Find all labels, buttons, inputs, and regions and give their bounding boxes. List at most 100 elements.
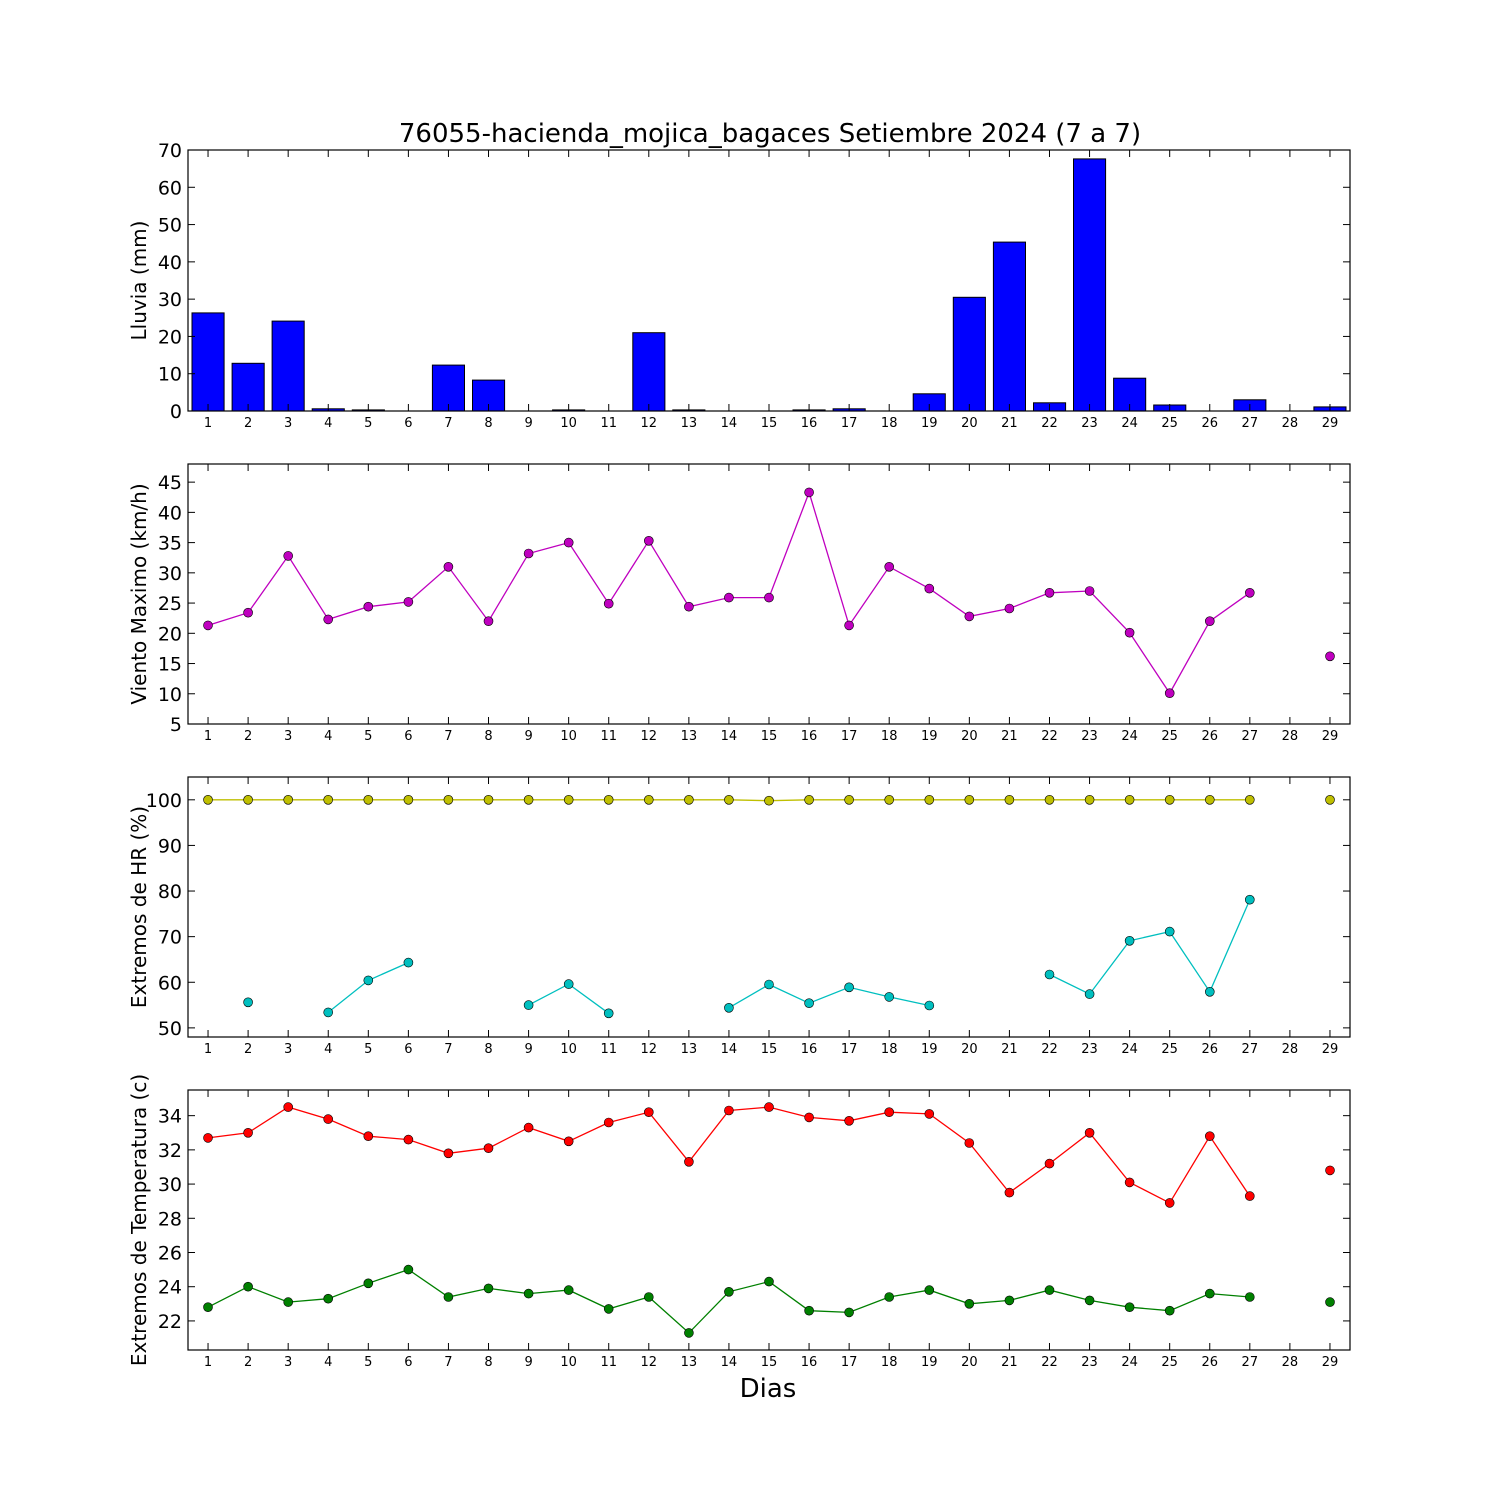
data-point (1044, 1158, 1055, 1169)
x-tick-label: 8 (484, 1355, 492, 1370)
series-1 (203, 487, 1335, 699)
data-point (403, 1134, 414, 1145)
y-tick-label: 45 (158, 472, 182, 494)
x-tick-label: 20 (961, 1042, 978, 1057)
y-tick-label: 70 (158, 140, 182, 162)
x-tick-label: 28 (1282, 1042, 1299, 1057)
series-1 (203, 1102, 1335, 1208)
data-point (1245, 1292, 1255, 1302)
x-tick-label: 1 (204, 729, 212, 744)
data-point (1044, 794, 1055, 805)
x-tick-label: 25 (1161, 729, 1178, 744)
x-tick-label: 10 (560, 1355, 577, 1370)
series-2 (243, 894, 1255, 1019)
x-tick-label: 29 (1322, 1355, 1339, 1370)
data-point (523, 794, 534, 805)
data-point (563, 537, 574, 548)
x-tick-label: 16 (801, 1355, 818, 1370)
data-point (1245, 794, 1255, 805)
x-tick-label: 26 (1201, 1042, 1218, 1057)
data-point (1084, 794, 1095, 805)
data-point (483, 616, 494, 627)
data-point (1245, 1191, 1255, 1201)
data-point (643, 1107, 654, 1117)
data-point (1325, 651, 1335, 662)
x-axis-label: Dias (740, 1374, 797, 1404)
data-point (764, 1102, 774, 1112)
y-tick-label: 100 (146, 790, 182, 812)
bar (632, 332, 666, 412)
x-tick-label: 23 (1081, 1042, 1098, 1057)
bar (431, 364, 465, 412)
data-point (203, 1302, 213, 1312)
y-tick-label: 34 (158, 1106, 182, 1128)
x-tick-label: 19 (921, 416, 938, 431)
data-point (403, 794, 414, 805)
data-point (323, 794, 334, 805)
y-tick-label: 35 (158, 533, 182, 555)
data-point (1164, 1198, 1175, 1208)
data-point (323, 1007, 334, 1018)
data-point (483, 794, 494, 805)
data-point (483, 1143, 494, 1153)
data-point (523, 1288, 534, 1299)
series-2 (203, 1264, 1335, 1338)
x-tick-label: 13 (681, 1355, 698, 1370)
x-tick-label: 16 (801, 1042, 818, 1057)
y-tick-label: 30 (158, 289, 182, 311)
y-tick-label: 26 (158, 1243, 182, 1265)
x-tick-label: 21 (1001, 1042, 1018, 1057)
y-tick-label: 40 (158, 252, 182, 274)
data-point (203, 1133, 213, 1143)
x-tick-label: 10 (560, 1042, 577, 1057)
x-tick-label: 7 (444, 416, 452, 431)
x-tick-label: 11 (600, 1355, 617, 1370)
data-point (884, 561, 895, 572)
data-point (884, 1292, 895, 1302)
x-tick-label: 18 (881, 1355, 898, 1370)
data-point (804, 794, 814, 805)
data-point (764, 795, 774, 806)
data-point (563, 1136, 574, 1147)
x-tick-label: 18 (881, 1042, 898, 1057)
data-point (684, 794, 694, 805)
x-tick-label: 24 (1121, 1042, 1138, 1057)
data-point (1124, 1177, 1135, 1188)
x-tick-label: 14 (721, 416, 738, 431)
data-point (643, 794, 654, 805)
data-point (363, 794, 374, 805)
x-tick-label: 28 (1282, 1355, 1299, 1370)
data-point (1325, 1297, 1335, 1307)
x-tick-label: 29 (1322, 416, 1339, 431)
y-tick-label: 70 (158, 927, 182, 949)
y-tick-label: 20 (158, 326, 182, 348)
x-tick-label: 11 (600, 416, 617, 431)
x-tick-label: 24 (1121, 416, 1138, 431)
data-point (1044, 969, 1055, 980)
y-tick-label: 5 (170, 714, 182, 736)
x-tick-label: 7 (444, 1042, 452, 1057)
x-tick-label: 15 (761, 1042, 778, 1057)
x-tick-label: 25 (1161, 1355, 1178, 1370)
data-point (804, 1305, 814, 1316)
x-tick-label: 1 (204, 1355, 212, 1370)
y-tick-label: 90 (158, 835, 182, 857)
data-point (844, 620, 854, 631)
bar (231, 362, 265, 412)
data-point (964, 611, 975, 622)
x-tick-label: 5 (364, 729, 372, 744)
data-point (243, 1281, 253, 1292)
x-tick-label: 5 (364, 1042, 372, 1057)
x-tick-label: 4 (324, 1355, 332, 1370)
data-point (924, 583, 935, 594)
x-tick-label: 10 (560, 416, 577, 431)
data-point (724, 1287, 734, 1297)
data-point (684, 1328, 694, 1338)
data-point (1084, 989, 1095, 999)
x-tick-label: 8 (484, 416, 492, 431)
bar (952, 296, 986, 412)
x-tick-label: 3 (284, 416, 292, 431)
x-tick-label: 27 (1242, 1042, 1259, 1057)
y-tick-label: 32 (158, 1140, 182, 1162)
